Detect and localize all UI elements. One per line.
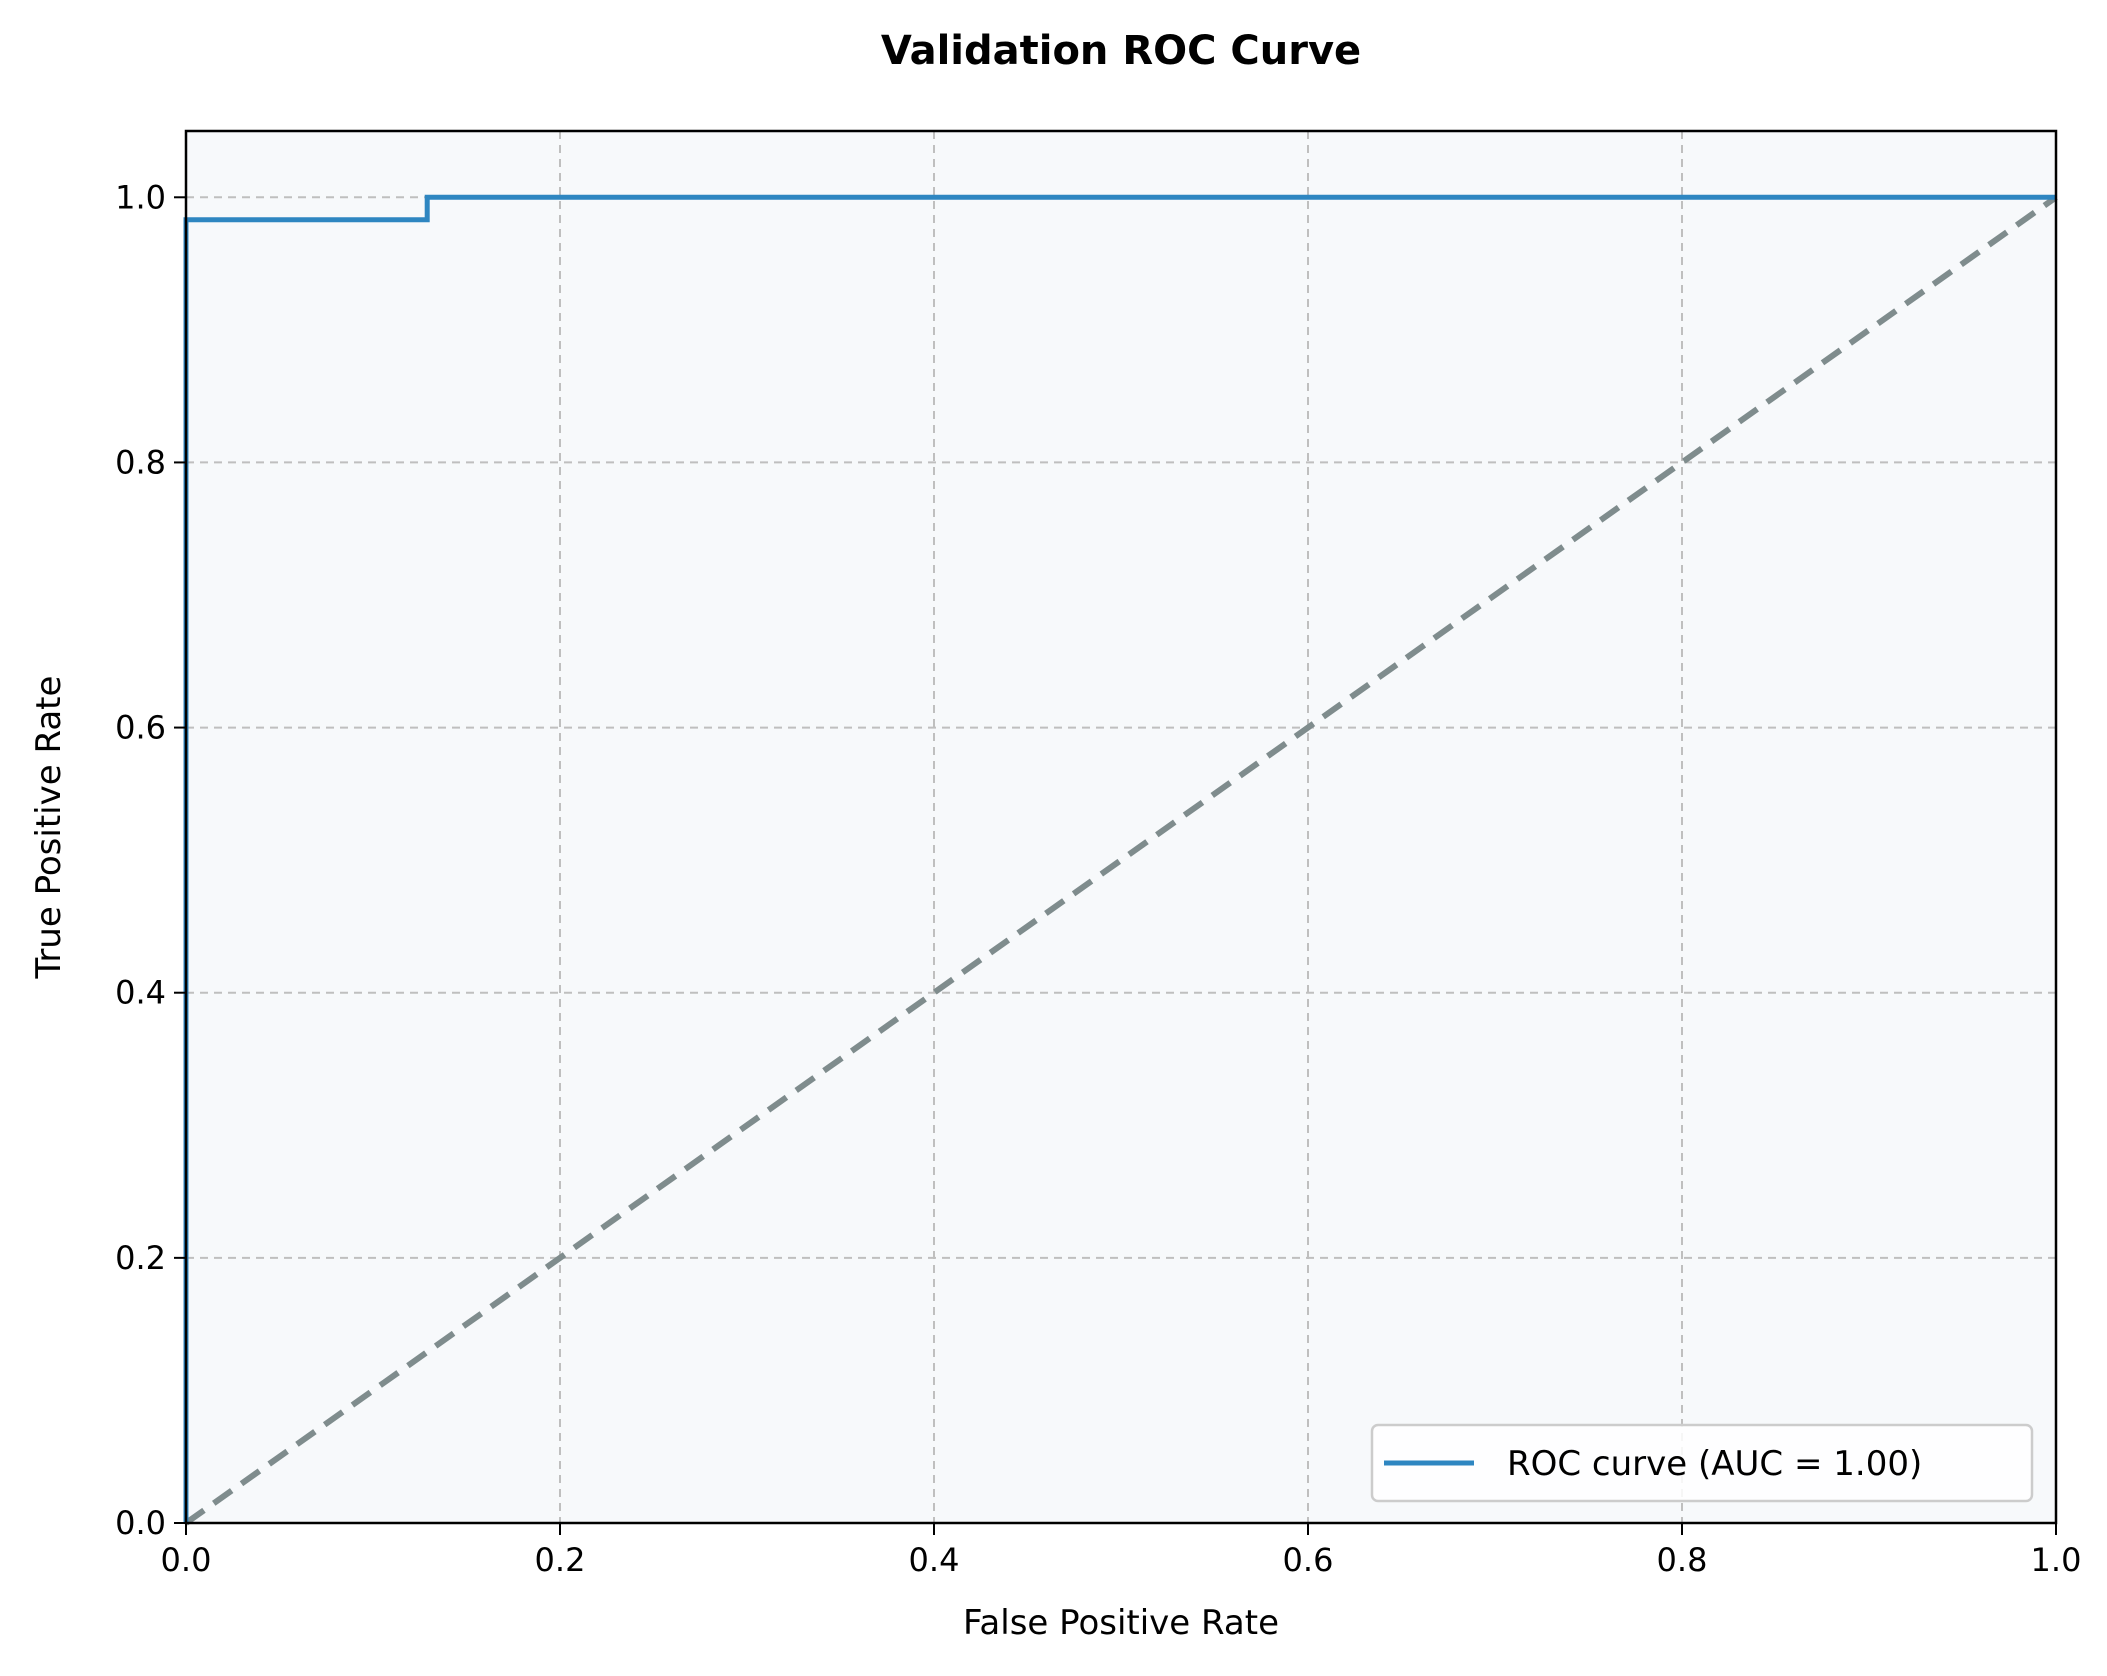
x-tick-label: 0.6: [1283, 1541, 1334, 1579]
x-axis-ticks: 0.0 0.2 0.4 0.6 0.8 1.0: [161, 1523, 2082, 1579]
legend-box: [1370, 1423, 2034, 1503]
plot-frame: [184, 129, 2058, 1525]
x-tick-label: 0.2: [535, 1541, 586, 1579]
x-axis-label: False Positive Rate: [963, 1603, 1279, 1643]
x-tick-label: 1.0: [2031, 1541, 2082, 1579]
y-tick-label: 1.0: [115, 178, 166, 216]
y-tick-label: 0.8: [115, 443, 166, 481]
y-tick-label: 0.6: [115, 709, 166, 747]
plot-background: [186, 131, 2056, 1523]
x-tick-label: 0.4: [909, 1541, 960, 1579]
y-axis-label: True Positive Rate: [29, 676, 69, 980]
chart-title: Validation ROC Curve: [881, 28, 1361, 74]
legend-label-roc: ROC curve (AUC = 1.00): [1507, 1444, 1922, 1484]
x-tick-label: 0.0: [161, 1541, 212, 1579]
y-tick-label: 0.0: [115, 1504, 166, 1542]
y-tick-label: 0.4: [115, 974, 166, 1012]
y-tick-label: 0.2: [115, 1239, 166, 1277]
legend: ROC curve (AUC = 1.00): [1370, 1423, 2034, 1503]
y-axis-ticks: 0.0 0.2 0.4 0.6 0.8 1.0: [115, 178, 186, 1542]
x-tick-label: 0.8: [1657, 1541, 1708, 1579]
diagonal-reference-line: [184, 194, 2058, 1526]
